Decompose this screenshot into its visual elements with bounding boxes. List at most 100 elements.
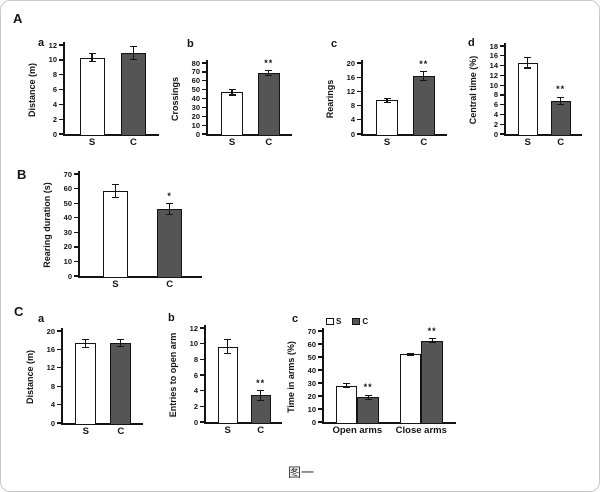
y-tick-label: 4 xyxy=(350,115,355,125)
category-label: C xyxy=(166,279,174,290)
error-bar-line xyxy=(226,339,229,354)
y-tick xyxy=(57,367,61,369)
bar-s xyxy=(217,346,238,424)
y-tick xyxy=(500,84,504,86)
error-bar-cap xyxy=(257,390,265,392)
y-tick xyxy=(202,97,206,100)
x-axis-line xyxy=(61,423,143,425)
panel-label-B: B xyxy=(17,167,27,182)
y-axis-label: Time in arms (%) xyxy=(286,340,296,413)
y-tick-label: 8 xyxy=(493,90,498,100)
legend-label: S xyxy=(336,317,342,326)
error-bar-cap xyxy=(228,89,236,91)
y-tick-label: 6 xyxy=(193,370,198,380)
error-bar-cap xyxy=(228,94,236,96)
y-axis-label: Entries to open arm xyxy=(168,332,178,418)
chart-A-d-central-time: 0 2 4 6 8 10 12 14 16 18 Central time (%) ** S C xyxy=(468,42,582,148)
bar-s xyxy=(375,100,399,136)
y-tick xyxy=(500,113,504,116)
significance-marker: ** xyxy=(556,84,566,95)
legend-swatch-S xyxy=(326,317,334,326)
error-bar-cap xyxy=(364,394,372,396)
bar-s xyxy=(79,57,105,136)
error-bar-line xyxy=(114,184,117,198)
y-tick xyxy=(59,44,63,46)
y-tick-label: 60 xyxy=(307,339,316,349)
panel-sublabel-Cb: b xyxy=(168,312,175,324)
error-bar-line xyxy=(409,353,412,356)
y-tick-label: 4 xyxy=(493,109,498,119)
y-axis-line xyxy=(322,328,324,424)
y-tick xyxy=(318,356,322,358)
panel-sublabel-Ac: c xyxy=(331,38,338,50)
error-bar-cap xyxy=(129,45,137,48)
y-tick-label: 0 xyxy=(67,271,72,281)
error-bar-cap xyxy=(257,399,265,401)
legend-swatch-C xyxy=(352,317,360,326)
category-label: C xyxy=(557,137,565,148)
y-tick-label: 0 xyxy=(350,129,355,139)
y-axis-line xyxy=(206,60,208,136)
error-bar-line xyxy=(268,70,270,76)
error-bar-cap xyxy=(342,383,350,385)
y-tick-label: 4 xyxy=(52,99,57,109)
y-tick-label: 0 xyxy=(52,129,57,139)
y-tick-label: 30 xyxy=(307,378,316,388)
y-tick-label: 4 xyxy=(50,400,55,410)
error-bar-line xyxy=(560,97,562,105)
bar-s xyxy=(220,92,244,136)
y-tick-label: 10 xyxy=(489,80,498,90)
bar-s xyxy=(75,343,97,425)
y-tick-label: 10 xyxy=(189,339,198,349)
bar-c xyxy=(110,343,132,425)
y-tick-label: 10 xyxy=(48,55,57,65)
panel-sublabel-Ad: d xyxy=(468,37,475,49)
category-label: C xyxy=(129,137,137,148)
error-bar-cap xyxy=(224,339,232,341)
y-tick xyxy=(59,118,63,120)
y-tick xyxy=(57,330,61,332)
category-label: S xyxy=(224,425,231,436)
y-tick-label: 20 xyxy=(346,58,355,68)
bar-c xyxy=(357,397,380,424)
y-tick-label: 4 xyxy=(193,386,198,396)
significance-marker: ** xyxy=(427,325,437,336)
error-bar-line xyxy=(386,98,388,103)
y-tick-label: 40 xyxy=(307,365,316,375)
y-tick-label: 70 xyxy=(307,326,316,336)
y-axis-line xyxy=(361,60,363,136)
bar-s xyxy=(335,385,358,424)
bar-s xyxy=(399,354,422,424)
y-tick xyxy=(500,64,504,67)
y-tick-label: 16 xyxy=(46,344,55,354)
y-tick xyxy=(74,217,78,219)
y-tick xyxy=(500,133,504,135)
y-axis-label: Rearings xyxy=(325,79,335,118)
y-axis-line xyxy=(63,42,65,136)
y-tick-label: 2 xyxy=(493,119,498,129)
error-bar-cap xyxy=(428,342,436,344)
y-tick xyxy=(202,71,206,73)
y-tick xyxy=(74,187,78,190)
panel-sublabel-Cc: c xyxy=(292,313,299,325)
y-tick xyxy=(500,94,504,96)
bar-c xyxy=(120,53,146,136)
x-axis-line xyxy=(204,422,282,424)
x-axis-line xyxy=(206,134,292,136)
bar-c xyxy=(421,340,444,425)
y-tick-label: 10 xyxy=(63,256,72,266)
y-tick-label: 0 xyxy=(193,417,198,427)
error-bar-cap xyxy=(111,196,119,198)
y-tick xyxy=(500,55,504,57)
y-tick-label: 8 xyxy=(50,381,55,391)
y-tick-label: 10 xyxy=(191,120,200,130)
y-tick-label: 80 xyxy=(191,58,200,68)
category-label: S xyxy=(228,137,236,148)
y-tick xyxy=(74,260,78,263)
y-tick-label: 40 xyxy=(63,213,72,223)
panel-sublabel-Ca: a xyxy=(38,313,45,325)
category-label: S xyxy=(383,137,391,148)
panel-sublabel-Aa: a xyxy=(38,37,45,49)
